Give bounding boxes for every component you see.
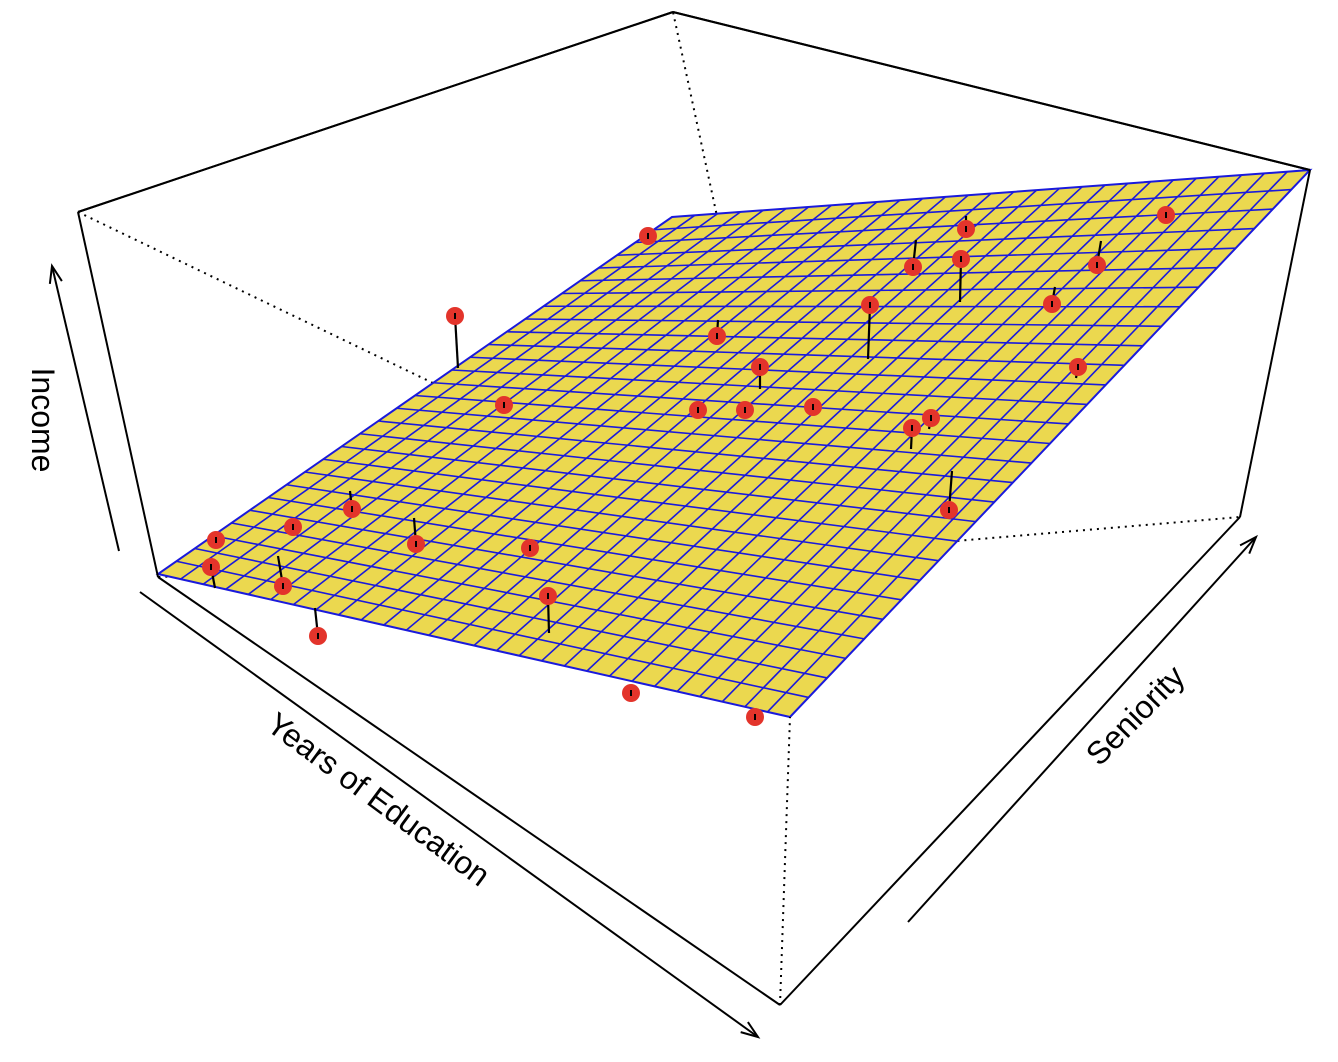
plane-grid-line: [653, 188, 1292, 231]
box-edge-front: [1239, 169, 1311, 518]
plane-grid-line: [470, 356, 1106, 386]
plane-grid-line: [580, 266, 1218, 282]
plane-grid-line: [451, 369, 1088, 406]
box-edge-front: [779, 516, 1241, 1006]
x-axis-arrow: [139, 591, 759, 1038]
box-edge-front: [77, 11, 674, 213]
z-axis-arrow-head: [48, 263, 63, 284]
box-edge-front: [779, 716, 791, 1006]
z-axis-title: Income: [25, 368, 61, 473]
y-axis-arrow-head: [1239, 534, 1258, 555]
plane-grid-line: [231, 522, 865, 640]
plane-grid-line: [598, 247, 1236, 269]
y-axis-arrow: [907, 536, 1257, 923]
plane-grid-line: [396, 407, 1032, 464]
plane-grid-line: [359, 432, 995, 503]
plane-grid-line: [212, 534, 846, 660]
plane-grid-line: [506, 330, 1143, 347]
box-edge-front: [77, 211, 159, 578]
data-points: [202, 206, 1175, 726]
z-axis-arrow: [51, 265, 120, 552]
regression-plane: [155, 168, 1313, 719]
axis-arrows: [48, 263, 1258, 1039]
plane-grid-line: [488, 343, 1125, 367]
plane-grid-line: [341, 445, 976, 523]
plane-grid-line: [286, 483, 921, 582]
plane-grid-line: [561, 286, 1199, 295]
plane-grid-line: [194, 547, 828, 679]
bounding-box-front: [77, 11, 1311, 1006]
plane-grid-line: [268, 496, 902, 601]
plane-grid-line: [414, 394, 1051, 445]
plane-grid-line: [525, 318, 1162, 328]
box-edge-back: [789, 516, 1241, 556]
residual-line: [866, 304, 872, 360]
x-axis-title: Years of Education: [260, 705, 496, 893]
plane-grid-line: [249, 509, 883, 621]
plane-grid-line: [323, 458, 958, 542]
box-edge-front: [157, 576, 781, 1006]
plane-grid-line: [616, 227, 1255, 257]
plane-grid-line: [304, 471, 939, 562]
x-axis-arrow-head: [740, 1021, 761, 1039]
box-edge-front: [672, 11, 1311, 171]
plane-grid-line: [378, 420, 1013, 484]
